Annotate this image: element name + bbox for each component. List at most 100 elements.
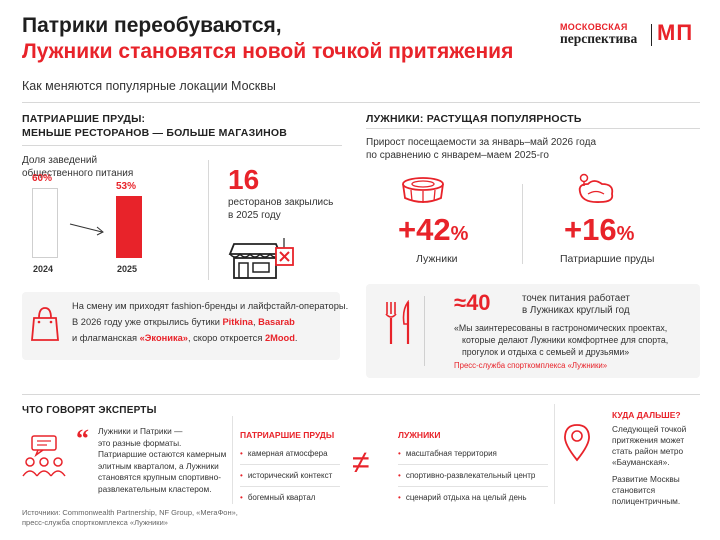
expert-quote: Лужники и Патрики — это разные форматы. Па… (98, 426, 226, 495)
next-text-line-3: «Бауманская». (612, 457, 670, 467)
experts-divider-2 (554, 404, 555, 504)
brand-pitkina: Pitkina (222, 317, 253, 327)
logo: МОСКОВСКАЯ перспектива МП (560, 20, 702, 48)
growth-divider (522, 184, 523, 264)
closed-count: 16 (228, 164, 260, 195)
patriarch-growth-unit: % (616, 223, 635, 245)
page-title-line2: Лужники становятся новой точкой притяжен… (22, 40, 514, 63)
fashion-line3-prefix: и флагманская (72, 333, 140, 343)
sources-line1: Источники: Commonwealth Partnership, NF … (22, 508, 238, 517)
next-heading: КУДА ДАЛЬШЕ? (612, 410, 681, 420)
expert-quote-line-5: развлекательным кластером. (98, 483, 212, 494)
food-panel-divider (424, 296, 425, 366)
next-text2-line-2: полицентричным. (612, 496, 681, 506)
share-bar-2025 (116, 196, 142, 258)
patriarch-growth-number: +16 (564, 212, 617, 247)
expert-quote-line-2: Патриаршие остаются камерным (98, 449, 227, 459)
compare-col2-item-1: спортивно-развлекательный центр (398, 465, 548, 487)
next-text-line-2: стать район метро (612, 446, 684, 456)
food-text-line1: точек питания работает (522, 293, 630, 304)
next-text2: Развитие Москвы становится полицентричным. (612, 474, 704, 507)
next-text2-line-1: становится (612, 485, 656, 495)
quote-line1: «Мы заинтересованы в гастрономических пр… (454, 323, 668, 333)
next-text2-line-0: Развитие Москвы (612, 474, 680, 484)
expert-quote-line-1: это разные форматы. (98, 437, 182, 448)
luzhniki-growth-value: +42% (398, 212, 468, 248)
patriarch-growth-label: Патриаршие пруды (560, 253, 655, 265)
growth-line2: по сравнению с январем–маем 2025-го (366, 150, 549, 161)
expert-quote-line-0: Лужники и Патрики — (98, 426, 183, 436)
share-bar-year-2025: 2025 (117, 264, 138, 274)
share-bar-label-2025: 53% (116, 181, 137, 192)
fashion-line2: В 2026 году уже открылись бутики Pitkina… (72, 316, 295, 329)
cutlery-icon (385, 300, 410, 344)
quote-line3: прогулок и отдыха с семьей и друзьями» (462, 347, 630, 357)
patriarch-vertical-divider (208, 160, 209, 280)
fashion-line1: На смену им приходят fashion-бренды и ла… (72, 301, 349, 311)
patriarch-growth-value: +16% (564, 212, 634, 248)
shopping-bag-icon (31, 307, 59, 341)
growth-line1: Прирост посещаемости за январь–май 2026 … (366, 137, 597, 148)
experts-divider-1 (232, 416, 233, 504)
food-panel: ≈40 точек питания работает в Лужниках кр… (366, 284, 700, 378)
food-count: ≈40 (454, 290, 491, 315)
food-text-line2: в Лужниках круглый год (522, 305, 630, 316)
logo-mark: МП (657, 20, 694, 45)
fashion-panel: На смену им приходят fashion-бренды и ла… (22, 292, 348, 360)
experts-heading: ЧТО ГОВОРЯТ ЭКСПЕРТЫ (22, 405, 157, 416)
luzhniki-growth-unit: % (450, 223, 469, 245)
logo-separator (651, 24, 652, 46)
quote-line2: которые делают Лужники комфортнее для сп… (462, 335, 669, 345)
page-subtitle: Как меняются популярные локации Москвы (22, 79, 276, 93)
patriarch-heading-divider (22, 145, 342, 146)
closed-text-line2: в 2025 году (228, 210, 281, 221)
pond-icon (578, 173, 614, 203)
luzhniki-heading-divider (366, 128, 700, 129)
brand-ekonika: «Эконика» (139, 333, 188, 343)
compare-col2-item-0: масштабная территория (398, 443, 548, 465)
share-label-line1: Доля заведений (22, 155, 98, 166)
share-bar-label-2024: 60% (32, 173, 53, 184)
header-divider (22, 102, 700, 103)
sources-line2: пресс-служба спорткомплекса «Лужники» (22, 518, 168, 527)
location-pin-icon (564, 424, 590, 462)
compare-col2-title: ЛУЖНИКИ (398, 430, 441, 440)
closed-text-line1: ресторанов закрылись (228, 197, 334, 208)
brand-2mood: 2Mood (264, 333, 295, 343)
fashion-line3-end: . (294, 333, 298, 343)
quote-source: Пресс-служба спорткомплекса «Лужники» (454, 361, 608, 370)
logo-bottom-text: перспектива (560, 31, 638, 46)
share-label-line2: общественного питания (22, 168, 134, 179)
quote-mark-icon: “ (76, 424, 89, 453)
patriarch-heading-line2: МЕНЬШЕ РЕСТОРАНОВ — БОЛЬШЕ МАГАЗИНОВ (22, 127, 288, 139)
expert-quote-line-3: элитным кварталом, а Лужники (98, 460, 219, 471)
next-text-line-0: Следующей точкой (612, 424, 687, 434)
compare-col2-item-2: сценарий отдыха на целый день (398, 487, 548, 509)
compare-col1-item-0: камерная атмосфера (240, 443, 340, 465)
fashion-line2-prefix: В 2026 году уже открылись бутики (72, 317, 223, 327)
shop-closed-icon (228, 238, 294, 279)
compare-col1-item-2: богемный квартал (240, 487, 340, 509)
next-text: Следующей точкой притяжения может стать ра… (612, 424, 704, 468)
compare-col2-list: масштабная территорияспортивно-развлекат… (398, 443, 548, 509)
people-chat-icon (22, 435, 66, 477)
arrow-icon (69, 223, 104, 236)
luzhniki-heading: ЛУЖНИКИ: РАСТУЩАЯ ПОПУЛЯРНОСТЬ (366, 113, 582, 125)
page-title-line1: Патрики переобуваются, (22, 14, 282, 37)
brand-basarab: Basarab (258, 317, 295, 327)
next-text-line-1: притяжения может (612, 435, 685, 445)
luzhniki-growth-number: +42 (398, 212, 451, 247)
compare-col1-list: камерная атмосфераисторический контекстб… (240, 443, 340, 509)
not-equal-sign: ≠ (352, 444, 370, 480)
stadium-icon (402, 177, 444, 203)
compare-col1-item-1: исторический контекст (240, 465, 340, 487)
fashion-line3-mid: , скоро откроется (187, 333, 265, 343)
luzhniki-growth-label: Лужники (416, 253, 458, 265)
logo-top-text: МОСКОВСКАЯ (560, 22, 628, 32)
fashion-line3: и флагманская «Эконика», скоро откроется… (72, 332, 298, 345)
compare-col1-title: ПАТРИАРШИЕ ПРУДЫ (240, 430, 335, 440)
share-bar-year-2024: 2024 (33, 264, 54, 274)
expert-quote-line-4: становятся крупным спортивно- (98, 472, 221, 482)
share-bar-2024 (32, 188, 58, 258)
brand-separator: , (252, 317, 259, 327)
